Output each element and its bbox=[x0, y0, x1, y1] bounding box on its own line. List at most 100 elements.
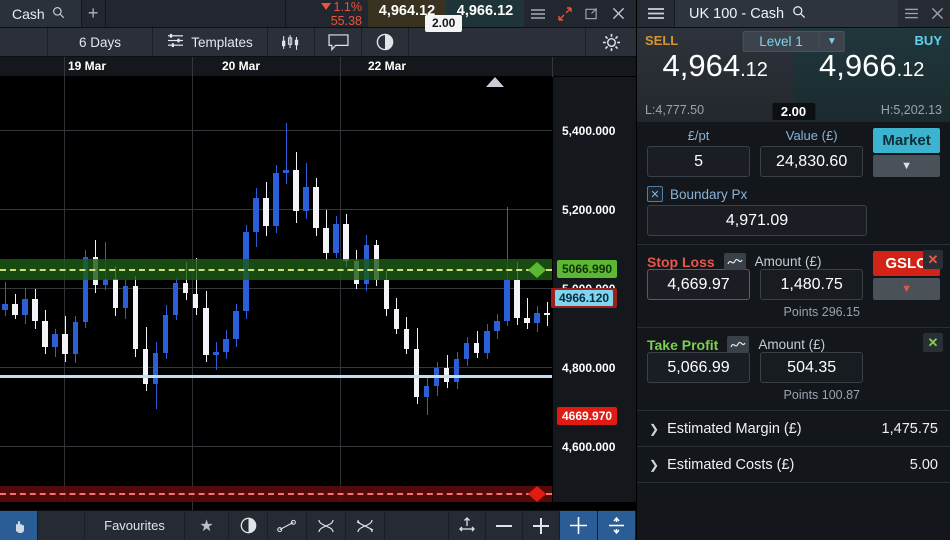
per-point-label: £/pt bbox=[687, 128, 710, 143]
stop-loss-handle-up[interactable] bbox=[528, 486, 546, 494]
candlestick-icon[interactable] bbox=[268, 28, 315, 56]
stop-loss-price-tag[interactable]: 4669.970 bbox=[557, 407, 618, 425]
candle-body bbox=[82, 257, 89, 322]
ticket-instrument-title[interactable]: UK 100 - Cash bbox=[675, 0, 898, 27]
timeframe-selector[interactable]: 6 Days bbox=[48, 28, 153, 56]
wave-icon[interactable] bbox=[723, 253, 746, 270]
zoom-out-icon[interactable] bbox=[486, 511, 523, 540]
zoom-in-icon[interactable] bbox=[523, 511, 560, 540]
per-point-input[interactable]: 5 bbox=[647, 146, 751, 177]
candle-body bbox=[42, 320, 48, 348]
boundary-px-input[interactable]: 4,971.09 bbox=[647, 205, 867, 236]
gear-icon[interactable] bbox=[586, 28, 636, 56]
candle-wick bbox=[286, 122, 287, 184]
header-sell-quote[interactable]: 4,964.12 bbox=[368, 0, 446, 27]
list-icon[interactable] bbox=[898, 0, 924, 27]
current-price-tag[interactable]: 4966.120 bbox=[551, 288, 618, 308]
chart-event-marker[interactable] bbox=[486, 77, 504, 87]
expand-arrows-icon[interactable] bbox=[551, 0, 578, 28]
estimated-margin-row[interactable]: ❯ Estimated Margin (£) 1,475.75 bbox=[637, 411, 950, 446]
buy-price-dec: .12 bbox=[896, 59, 925, 81]
candle-body bbox=[263, 198, 269, 227]
estimated-costs-row[interactable]: ❯ Estimated Costs (£) 5.00 bbox=[637, 447, 950, 482]
crosshair-icon[interactable] bbox=[560, 511, 598, 540]
candle-body bbox=[413, 349, 420, 397]
chart-price-axis[interactable]: 5,400.000 5,200.000 5,000.000 4,800.000 … bbox=[551, 77, 636, 510]
take-profit-price-tag[interactable]: 5066.990 bbox=[557, 260, 618, 278]
boundary-px-label: Boundary Px bbox=[670, 186, 748, 202]
candle-body bbox=[142, 349, 149, 384]
new-tab-button[interactable]: + bbox=[81, 0, 106, 27]
bottom-toolbar-spacer bbox=[38, 511, 85, 540]
tab-cash[interactable]: Cash bbox=[0, 0, 82, 27]
close-icon[interactable] bbox=[924, 0, 950, 27]
price-change-block: 1.1% 55.38 bbox=[286, 0, 368, 28]
hamburger-icon[interactable] bbox=[524, 0, 551, 28]
boundary-px-checkbox[interactable]: ✕ bbox=[647, 186, 663, 202]
gslo-chevron-down-icon[interactable]: ▼ bbox=[873, 278, 940, 300]
buy-label: BUY bbox=[914, 33, 942, 48]
candle-body bbox=[12, 304, 18, 315]
stop-loss-input[interactable]: 4,669.97 bbox=[647, 269, 751, 300]
templates-button[interactable]: Templates bbox=[153, 28, 268, 56]
take-profit-handle-up[interactable] bbox=[528, 262, 546, 270]
favourites-button[interactable]: Favourites bbox=[85, 511, 185, 540]
hand-icon[interactable] bbox=[0, 511, 38, 540]
level-selector[interactable]: Level 1 ▼ bbox=[742, 31, 845, 52]
contrast-icon[interactable] bbox=[229, 511, 268, 540]
candle-wick bbox=[5, 282, 6, 316]
chart-date-axis: 19 Mar 20 Mar 22 Mar bbox=[0, 57, 636, 77]
triangle-down-icon bbox=[320, 3, 331, 10]
chart-horizontal-scrollbar[interactable] bbox=[0, 502, 636, 510]
candle-body bbox=[172, 282, 179, 315]
value-input[interactable]: 24,830.60 bbox=[760, 146, 864, 177]
pop-out-icon[interactable] bbox=[578, 0, 605, 28]
chart-panel: Cash + 1.1% 55.38 4,964.12 4,966.12 bbox=[0, 0, 636, 540]
line-tool-icon[interactable] bbox=[268, 511, 307, 540]
stop-loss-amount-input[interactable]: 1,480.75 bbox=[760, 269, 864, 300]
divider bbox=[637, 446, 950, 447]
contrast-icon[interactable] bbox=[362, 28, 409, 56]
stop-loss-dashed-line[interactable] bbox=[0, 493, 552, 495]
hamburger-icon[interactable] bbox=[637, 0, 675, 27]
chart-plot-area[interactable] bbox=[0, 77, 636, 510]
stop-loss-handle-down[interactable] bbox=[528, 494, 546, 502]
sell-price-main: 4,964 bbox=[662, 48, 741, 83]
fibonacci-icon[interactable] bbox=[307, 511, 346, 540]
date-tick-0: 19 Mar bbox=[68, 59, 107, 73]
fit-icon[interactable] bbox=[449, 511, 486, 540]
search-icon[interactable] bbox=[792, 5, 806, 23]
take-profit-handle-down[interactable] bbox=[528, 270, 546, 278]
candle-body bbox=[544, 312, 550, 315]
ticket-header: UK 100 - Cash bbox=[637, 0, 950, 28]
chevron-down-icon[interactable]: ▼ bbox=[819, 31, 845, 52]
window-controls bbox=[524, 0, 636, 27]
candle-body bbox=[152, 352, 159, 384]
take-profit-input[interactable]: 5,066.99 bbox=[647, 352, 751, 383]
candle-body bbox=[253, 198, 259, 232]
candle-body bbox=[283, 169, 289, 174]
chart-bottom-toolbar: Favourites ★ bbox=[0, 510, 636, 540]
market-order-button[interactable]: Market bbox=[873, 128, 940, 153]
candle-body bbox=[182, 282, 189, 294]
current-price-line[interactable] bbox=[0, 375, 552, 378]
take-profit-amount-input[interactable]: 504.35 bbox=[760, 352, 864, 383]
candle-body bbox=[323, 228, 329, 253]
take-profit-dashed-line[interactable] bbox=[0, 269, 552, 271]
market-chevron-down-icon[interactable]: ▼ bbox=[873, 155, 940, 177]
scribble-icon[interactable] bbox=[346, 511, 385, 540]
search-icon[interactable] bbox=[52, 6, 65, 22]
chart-toolbar: 6 Days Templates bbox=[0, 28, 636, 57]
star-icon[interactable]: ★ bbox=[185, 511, 229, 540]
wave-icon[interactable] bbox=[727, 336, 750, 353]
sell-quote-button[interactable]: SELL 4,964.12 L:4,777.50 bbox=[637, 28, 794, 122]
vertical-fit-icon[interactable] bbox=[598, 511, 636, 540]
close-icon[interactable]: ✕ bbox=[923, 250, 943, 269]
comment-icon[interactable] bbox=[315, 28, 362, 56]
ticket-title-label: UK 100 - Cash bbox=[689, 5, 785, 22]
close-icon[interactable]: ✕ bbox=[923, 333, 943, 352]
sell-price: 4,964.12 bbox=[637, 48, 794, 84]
candle-body bbox=[202, 307, 209, 356]
close-icon[interactable] bbox=[605, 0, 632, 28]
